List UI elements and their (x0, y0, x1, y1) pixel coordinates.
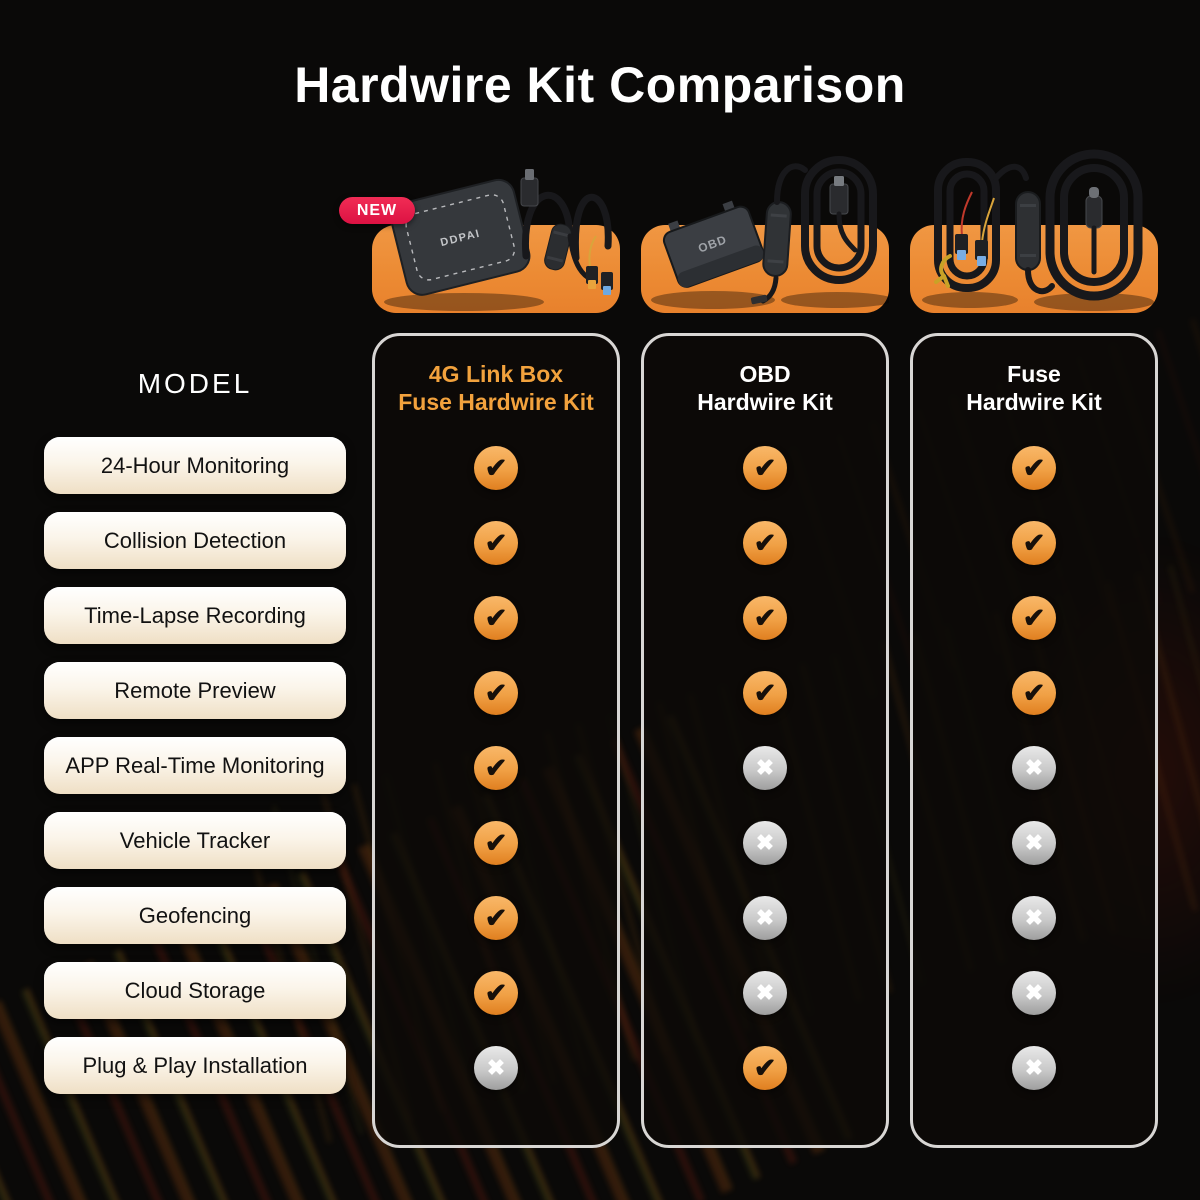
feature-pill: 24-Hour Monitoring (44, 437, 346, 494)
column-title-line2: Hardwire Kit (966, 389, 1102, 415)
column-4g-link-box-fuse-hardwire-kit: 4G Link Box Fuse Hardwire Kit ✔ ✔ ✔ ✔ ✔ ✔ ✔ ✔ ✖ (372, 333, 620, 1148)
check-icon: ✔ (474, 596, 518, 640)
feature-pill: APP Real-Time Monitoring (44, 737, 346, 794)
feature-pill: Time-Lapse Recording (44, 587, 346, 644)
check-icon: ✔ (474, 821, 518, 865)
check-icon: ✔ (743, 446, 787, 490)
inline-module (762, 201, 792, 277)
fuse-tap (586, 266, 598, 284)
column-title: 4G Link Box Fuse Hardwire Kit (375, 360, 617, 416)
cross-icon: ✖ (1012, 1046, 1056, 1090)
inline-module (544, 223, 572, 271)
cross-icon: ✖ (474, 1046, 518, 1090)
new-badge: NEW (339, 197, 415, 224)
column-title: Fuse Hardwire Kit (913, 360, 1155, 416)
column-cells: ✔ ✔ ✔ ✔ ✖ ✖ ✖ ✖ ✔ (644, 446, 886, 1090)
check-icon: ✔ (1012, 446, 1056, 490)
check-icon: ✔ (474, 971, 518, 1015)
feature-pill: Plug & Play Installation (44, 1037, 346, 1094)
column-cells: ✔ ✔ ✔ ✔ ✔ ✔ ✔ ✔ ✖ (375, 446, 617, 1090)
cross-icon: ✖ (1012, 746, 1056, 790)
cross-icon: ✖ (743, 971, 787, 1015)
fuse-tap (955, 234, 968, 254)
column-title: OBD Hardwire Kit (644, 360, 886, 416)
check-icon: ✔ (474, 521, 518, 565)
check-icon: ✔ (474, 746, 518, 790)
check-icon: ✔ (743, 521, 787, 565)
column-title-line1: 4G Link Box (428, 361, 564, 387)
check-icon: ✔ (743, 671, 787, 715)
check-icon: ✔ (743, 596, 787, 640)
check-icon: ✔ (1012, 521, 1056, 565)
fuse-tap (601, 272, 613, 290)
column-title-line1: OBD (739, 361, 791, 387)
obd-connector: OBD (662, 200, 765, 288)
obd-hardwire-kit-photo: OBD (651, 156, 889, 309)
usb-plug (520, 177, 539, 207)
cross-icon: ✖ (1012, 971, 1056, 1015)
4g-link-box-fuse-hardwire-kit-photo: DDPAI (384, 169, 613, 311)
feature-pill: Geofencing (44, 887, 346, 944)
usb-c-plug (1085, 195, 1103, 229)
check-icon: ✔ (1012, 671, 1056, 715)
cross-icon: ✖ (743, 746, 787, 790)
fork-terminal (934, 254, 952, 288)
column-fuse-hardwire-kit: Fuse Hardwire Kit ✔ ✔ ✔ ✔ ✖ ✖ ✖ ✖ ✖ (910, 333, 1158, 1148)
column-title-line1: Fuse (1007, 361, 1061, 387)
column-title-line2: Hardwire Kit (697, 389, 833, 415)
usb-plug (829, 183, 849, 215)
model-column-header: MODEL (137, 368, 253, 399)
cable-coil (1045, 149, 1143, 301)
column-title-line2: Fuse Hardwire Kit (398, 389, 594, 415)
fuse-tap (975, 240, 988, 260)
check-icon: ✔ (474, 446, 518, 490)
cable-coil (934, 158, 1000, 292)
check-icon: ✔ (743, 1046, 787, 1090)
cross-icon: ✖ (743, 896, 787, 940)
cross-icon: ✖ (1012, 896, 1056, 940)
fuse-hardwire-kit-photo (922, 149, 1154, 311)
check-icon: ✔ (474, 896, 518, 940)
feature-pill: Vehicle Tracker (44, 812, 346, 869)
page-title: Hardwire Kit Comparison (294, 57, 906, 113)
check-icon: ✔ (1012, 596, 1056, 640)
inline-module (1015, 191, 1041, 271)
column-obd-hardwire-kit: OBD Hardwire Kit ✔ ✔ ✔ ✔ ✖ ✖ ✖ ✖ ✔ (641, 333, 889, 1148)
feature-pill: Cloud Storage (44, 962, 346, 1019)
feature-list: 24-Hour Monitoring Collision Detection T… (44, 437, 346, 1094)
cross-icon: ✖ (1012, 821, 1056, 865)
cross-icon: ✖ (743, 821, 787, 865)
column-cells: ✔ ✔ ✔ ✔ ✖ ✖ ✖ ✖ ✖ (913, 446, 1155, 1090)
feature-pill: Remote Preview (44, 662, 346, 719)
cable-coil (801, 156, 877, 284)
feature-pill: Collision Detection (44, 512, 346, 569)
check-icon: ✔ (474, 671, 518, 715)
